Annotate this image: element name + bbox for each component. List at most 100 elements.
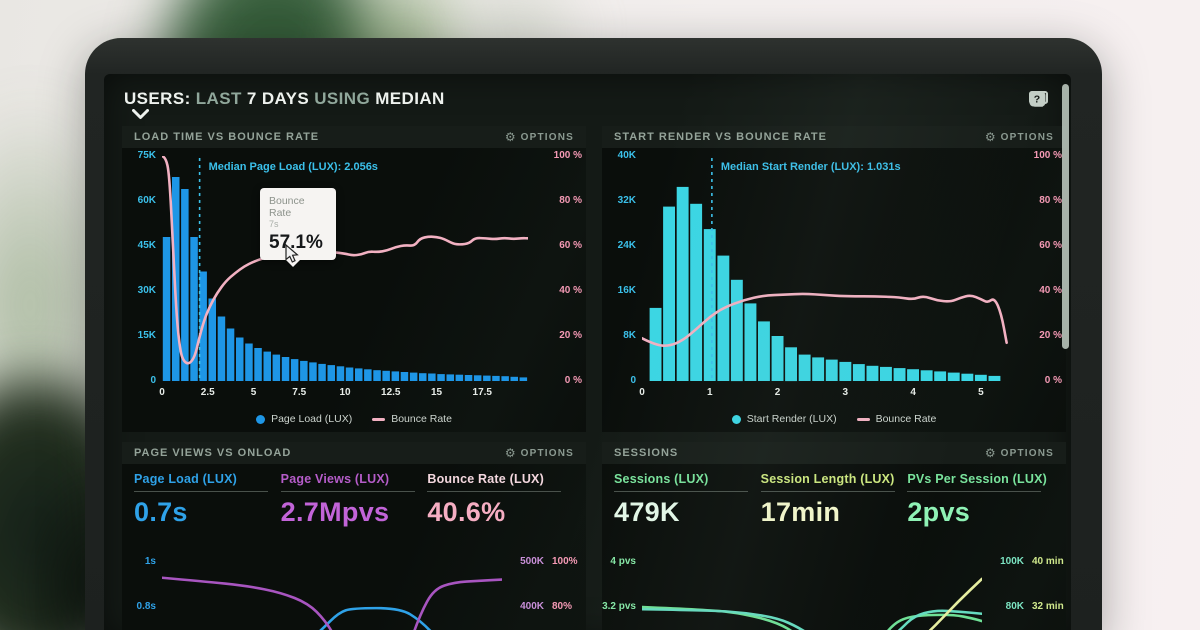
histogram-bar[interactable] xyxy=(263,351,272,381)
trend-line[interactable] xyxy=(162,606,502,630)
trend-line[interactable] xyxy=(880,577,982,630)
histogram-bar[interactable] xyxy=(382,370,390,381)
metrics-row: Sessions (LUX) 479K Session Length (LUX)… xyxy=(602,466,1066,528)
histogram-bar[interactable] xyxy=(974,374,987,381)
histogram-bar[interactable] xyxy=(519,377,528,381)
histogram-bar[interactable] xyxy=(181,189,189,381)
histogram-bar[interactable] xyxy=(428,373,436,382)
histogram-bar[interactable] xyxy=(483,375,491,381)
chevron-down-icon[interactable] xyxy=(132,109,149,120)
histogram-bar[interactable] xyxy=(190,237,198,381)
trend-line[interactable] xyxy=(162,576,502,630)
histogram-bar[interactable] xyxy=(852,364,865,381)
histogram-bar[interactable] xyxy=(272,354,281,381)
histogram-bar[interactable] xyxy=(464,375,473,381)
histogram-bar[interactable] xyxy=(446,374,455,381)
median-annotation: Median Start Render (LUX): 1.031s xyxy=(720,161,901,173)
options-button[interactable]: ⚙ OPTIONS xyxy=(504,130,574,144)
histogram-bar[interactable] xyxy=(676,186,689,381)
trend-line[interactable] xyxy=(642,605,982,630)
histogram-bar[interactable] xyxy=(663,206,675,381)
histogram-bar[interactable] xyxy=(988,375,1001,381)
histogram-bar[interactable] xyxy=(771,336,784,381)
help-icon[interactable]: ? xyxy=(1029,91,1045,107)
metric-value: 17min xyxy=(760,497,841,527)
chart-legend: Start Render (LUX) Bounce Rate xyxy=(602,413,1066,425)
y-axis-right-label: 80 % xyxy=(559,195,582,206)
x-axis-label: 0 xyxy=(639,387,645,398)
histogram-bar[interactable] xyxy=(947,372,960,381)
metric-sessions: Sessions (LUX) 479K xyxy=(614,472,761,528)
chart-legend: Page Load (LUX) Bounce Rate xyxy=(122,413,586,425)
x-axis-label: 12.5 xyxy=(381,387,401,398)
histogram-bar[interactable] xyxy=(501,376,509,381)
page-title[interactable]: USERS: LAST 7 DAYS USING MEDIAN xyxy=(124,89,445,119)
histogram-bar[interactable] xyxy=(934,371,947,381)
histogram-bar[interactable] xyxy=(690,203,703,381)
legend-label: Start Render (LUX) xyxy=(746,413,837,425)
histogram-bar[interactable] xyxy=(825,359,838,381)
histogram-bar[interactable] xyxy=(437,374,445,381)
histogram-bar[interactable] xyxy=(880,366,892,381)
histogram-bar[interactable] xyxy=(318,363,326,381)
bounce-rate-line[interactable] xyxy=(642,292,1008,347)
histogram-bar[interactable] xyxy=(510,376,519,381)
x-axis-label: 2.5 xyxy=(200,387,215,398)
x-axis-label: 10 xyxy=(339,387,351,398)
histogram-bar[interactable] xyxy=(920,370,933,381)
histogram-bar[interactable] xyxy=(455,374,464,381)
histogram-bar[interactable] xyxy=(492,375,500,381)
panel-page-views: PAGE VIEWS VS ONLOAD ⚙ OPTIONS Page Load … xyxy=(122,442,586,630)
options-button[interactable]: ⚙ OPTIONS xyxy=(984,446,1054,460)
bounce-rate-line[interactable] xyxy=(162,156,528,365)
histogram-bar[interactable] xyxy=(327,365,336,381)
histogram-bar[interactable] xyxy=(208,298,217,382)
histogram-bar[interactable] xyxy=(391,371,400,381)
histogram-bar[interactable] xyxy=(961,373,974,381)
histogram-bar[interactable] xyxy=(758,321,770,381)
histogram-bar[interactable] xyxy=(226,328,235,382)
histogram-bar[interactable] xyxy=(245,343,253,382)
scrollbar[interactable] xyxy=(1062,84,1069,349)
gear-icon: ⚙ xyxy=(984,130,996,144)
histogram-bar[interactable] xyxy=(866,365,879,381)
histogram-bar[interactable] xyxy=(409,372,418,381)
histogram-bar[interactable] xyxy=(254,348,262,381)
title-part: MEDIAN xyxy=(375,89,445,108)
metrics-row: Page Load (LUX) 0.7s Page Views (LUX) 2.… xyxy=(122,466,586,528)
histogram-bar[interactable] xyxy=(300,360,308,381)
histogram-bar[interactable] xyxy=(290,359,299,381)
histogram-bar[interactable] xyxy=(309,362,317,381)
y-axis-left-label: 60K xyxy=(137,195,156,206)
histogram-bar[interactable] xyxy=(355,368,363,381)
panel-sessions: SESSIONS ⚙ OPTIONS Sessions (LUX) 479K Se… xyxy=(602,442,1066,630)
histogram-bar[interactable] xyxy=(785,347,797,382)
histogram-bar[interactable] xyxy=(400,372,409,381)
histogram-bar[interactable] xyxy=(812,357,825,381)
histogram-bar[interactable] xyxy=(907,369,919,381)
histogram-bar[interactable] xyxy=(364,369,372,381)
histogram-bar[interactable] xyxy=(419,373,427,381)
histogram-bar[interactable] xyxy=(717,255,730,381)
histogram-bar[interactable] xyxy=(281,357,290,381)
dashboard-header: USERS: LAST 7 DAYS USING MEDIAN ? xyxy=(104,74,1071,124)
histogram-bar[interactable] xyxy=(893,368,906,381)
y-axis-left-label: 0 xyxy=(630,375,636,386)
histogram-bar[interactable] xyxy=(703,229,716,381)
histogram-bar[interactable] xyxy=(730,279,743,382)
histogram-bar[interactable] xyxy=(217,316,226,382)
histogram-bar[interactable] xyxy=(162,237,171,381)
trend-line[interactable] xyxy=(642,607,982,630)
histogram-bar[interactable] xyxy=(839,361,852,381)
histogram-bar[interactable] xyxy=(373,370,381,381)
histogram-bar[interactable] xyxy=(236,337,244,382)
histogram-bar[interactable] xyxy=(798,354,811,381)
options-button[interactable]: ⚙ OPTIONS xyxy=(504,446,574,460)
spark-right-label: 400K xyxy=(520,601,544,612)
title-part: 7 DAYS xyxy=(246,89,310,108)
histogram-bar[interactable] xyxy=(473,375,482,381)
histogram-bar[interactable] xyxy=(336,366,345,381)
histogram-bar[interactable] xyxy=(744,303,757,381)
histogram-bar[interactable] xyxy=(345,367,354,382)
options-button[interactable]: ⚙ OPTIONS xyxy=(984,130,1054,144)
